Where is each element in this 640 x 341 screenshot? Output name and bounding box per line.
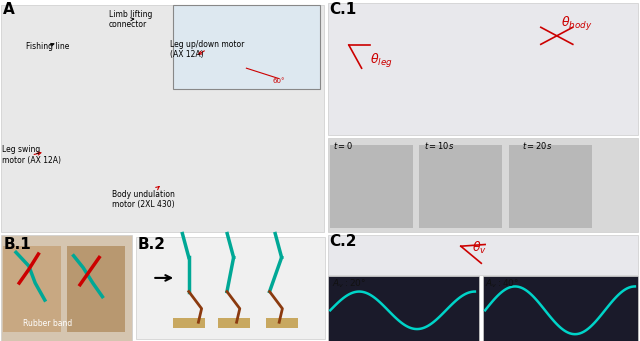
FancyBboxPatch shape — [419, 145, 502, 228]
FancyBboxPatch shape — [173, 318, 205, 328]
FancyBboxPatch shape — [67, 246, 125, 332]
Text: B.1: B.1 — [3, 237, 31, 252]
Text: $t = 10s$: $t = 10s$ — [424, 140, 455, 151]
FancyBboxPatch shape — [328, 235, 638, 275]
FancyBboxPatch shape — [266, 318, 298, 328]
Text: $A_v: 20°$: $A_v: 20°$ — [332, 278, 365, 290]
FancyBboxPatch shape — [173, 5, 320, 89]
FancyBboxPatch shape — [328, 138, 638, 232]
FancyBboxPatch shape — [136, 237, 325, 339]
Text: Leg swing
motor (AX 12A): Leg swing motor (AX 12A) — [2, 146, 61, 165]
FancyBboxPatch shape — [330, 145, 413, 228]
Text: Fishing line: Fishing line — [26, 42, 69, 50]
FancyBboxPatch shape — [509, 145, 592, 228]
Text: B.2: B.2 — [138, 237, 166, 252]
Text: A: A — [3, 2, 15, 17]
FancyBboxPatch shape — [1, 5, 324, 232]
FancyBboxPatch shape — [218, 318, 250, 328]
Text: C.2: C.2 — [330, 234, 357, 249]
FancyBboxPatch shape — [328, 3, 638, 135]
Text: Body undulation
motor (2XL 430): Body undulation motor (2XL 430) — [112, 187, 175, 209]
Text: C.1: C.1 — [330, 2, 357, 17]
Text: Rubber band: Rubber band — [24, 319, 72, 328]
Text: $A_v: 40°$: $A_v: 40°$ — [485, 278, 519, 290]
FancyBboxPatch shape — [1, 235, 132, 341]
Text: $t = 0$: $t = 0$ — [333, 140, 353, 151]
FancyBboxPatch shape — [483, 276, 638, 341]
Text: $\theta_v$: $\theta_v$ — [472, 240, 486, 256]
Text: Leg up/down motor
(AX 12A): Leg up/down motor (AX 12A) — [170, 40, 244, 59]
Text: 60°: 60° — [272, 77, 285, 84]
FancyBboxPatch shape — [3, 246, 61, 332]
Text: Limb lifting
connector: Limb lifting connector — [109, 10, 152, 29]
Text: $\theta_{leg}$: $\theta_{leg}$ — [370, 52, 392, 70]
Text: $\theta_{body}$: $\theta_{body}$ — [561, 15, 592, 33]
FancyBboxPatch shape — [328, 276, 479, 341]
Text: $t = 20s$: $t = 20s$ — [522, 140, 552, 151]
